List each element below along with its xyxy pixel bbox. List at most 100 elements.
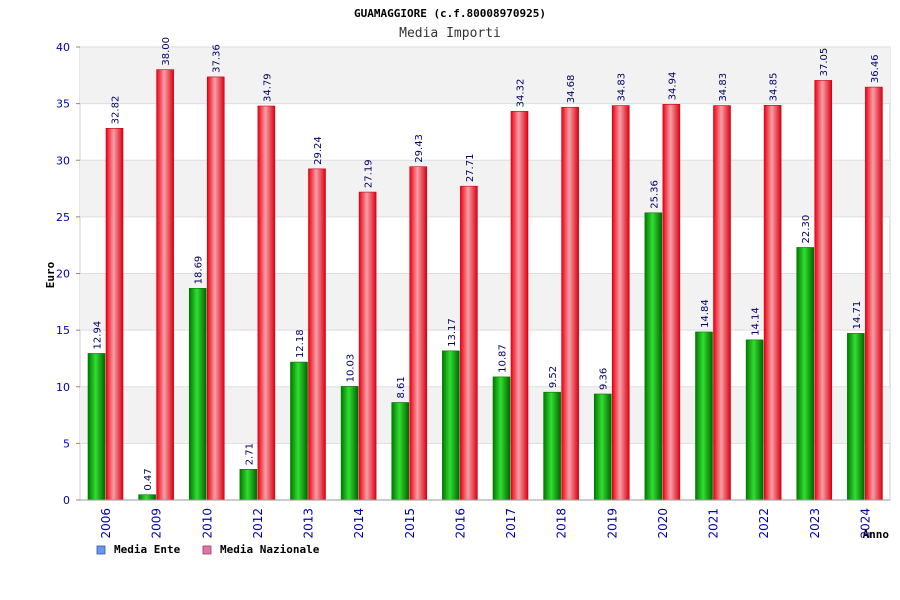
bar-media-nazionale-2022 xyxy=(763,105,782,501)
bar-media-nazionale-2013 xyxy=(308,168,326,501)
bar-media-ente-2024 xyxy=(847,333,865,501)
legend-swatch-media-ente xyxy=(96,545,106,555)
bar-media-ente-2022 xyxy=(745,339,764,501)
bar-media-ente-2010 xyxy=(188,288,207,501)
bar-media-nazionale-2016 xyxy=(460,185,478,501)
data-label: 25.36 xyxy=(649,180,660,209)
x-axis-label: Anno xyxy=(863,528,890,541)
data-label: 34.32 xyxy=(516,79,527,108)
data-label: 38.00 xyxy=(161,37,172,66)
bar-media-nazionale-2023 xyxy=(814,80,833,501)
data-label: 34.83 xyxy=(718,73,729,102)
x-tick-label: 2024 xyxy=(858,508,872,539)
bar-media-ente-2017 xyxy=(492,376,511,501)
data-label: 10.87 xyxy=(498,344,509,373)
bar-media-nazionale-2015 xyxy=(409,166,428,501)
x-tick-label: 2012 xyxy=(251,508,265,539)
y-axis-label: Euro xyxy=(44,261,57,288)
y-tick-label: 20 xyxy=(56,268,70,281)
bar-media-ente-2009 xyxy=(138,494,156,501)
bar-media-nazionale-2010 xyxy=(206,76,225,501)
x-tick-label: 2021 xyxy=(707,508,721,539)
data-label: 27.71 xyxy=(465,154,476,183)
bar-media-ente-2014 xyxy=(340,386,359,501)
data-label: 34.94 xyxy=(667,72,678,101)
x-tick-label: 2022 xyxy=(757,508,771,539)
x-axis-ticks: 2006 2009 2010 2012 2013 2014 2015 2016 2017 2018… xyxy=(80,499,890,539)
y-tick-label: 30 xyxy=(56,154,70,167)
y-tick-label: 25 xyxy=(56,211,70,224)
x-tick-label: 2018 xyxy=(555,508,569,539)
data-label: 37.36 xyxy=(212,44,223,73)
y-tick-label: 5 xyxy=(63,437,70,450)
bar-media-ente-2015 xyxy=(391,402,410,501)
chart-subtitle: Media Importi xyxy=(399,26,501,41)
data-label: 10.03 xyxy=(346,354,357,383)
data-label: 0.47 xyxy=(143,468,154,490)
bars xyxy=(87,69,883,501)
bar-media-nazionale-2018 xyxy=(561,106,579,501)
bar-media-ente-2013 xyxy=(290,361,308,501)
data-label: 12.94 xyxy=(93,321,104,350)
y-tick-label: 40 xyxy=(56,41,70,54)
data-label: 14.84 xyxy=(700,299,711,328)
data-label: 34.68 xyxy=(566,75,577,104)
data-label: 9.36 xyxy=(599,368,610,390)
data-label: 14.14 xyxy=(751,307,762,336)
data-label: 29.43 xyxy=(414,134,425,163)
data-labels: 12.94 32.82 0.47 38.00 18.69 37.36 2.71 34.79 12… xyxy=(93,37,881,491)
data-label: 34.83 xyxy=(617,73,628,102)
x-tick-label: 2020 xyxy=(656,508,670,539)
x-tick-label: 2010 xyxy=(200,508,214,539)
data-label: 9.52 xyxy=(548,366,559,388)
data-label: 27.19 xyxy=(364,159,375,188)
bar-media-nazionale-2009 xyxy=(156,69,174,501)
bar-media-ente-2023 xyxy=(796,247,815,501)
bar-media-nazionale-2014 xyxy=(358,191,377,501)
legend-label-media-ente: Media Ente xyxy=(114,543,181,556)
y-tick-label: 10 xyxy=(56,381,70,394)
bar-media-nazionale-2017 xyxy=(510,111,529,501)
bar-media-nazionale-2006 xyxy=(105,128,124,501)
data-label: 12.18 xyxy=(295,329,306,358)
data-label: 36.46 xyxy=(870,54,881,83)
data-label: 14.71 xyxy=(852,301,863,330)
bar-media-ente-2012 xyxy=(239,469,258,501)
bar-media-ente-2006 xyxy=(87,353,106,501)
bar-media-nazionale-2012 xyxy=(257,105,276,501)
bar-media-nazionale-2024 xyxy=(865,86,883,501)
x-tick-label: 2009 xyxy=(150,508,164,539)
legend: Media Ente Media Nazionale xyxy=(96,543,320,556)
bar-media-ente-2018 xyxy=(543,391,561,501)
x-tick-label: 2015 xyxy=(403,508,417,539)
data-label: 2.71 xyxy=(244,443,255,465)
bar-media-ente-2019 xyxy=(593,393,612,501)
bar-media-nazionale-2021 xyxy=(713,105,731,501)
chart-title: GUAMAGGIORE (c.f.80008970925) xyxy=(354,7,546,20)
x-tick-label: 2006 xyxy=(99,508,113,539)
data-label: 22.30 xyxy=(801,215,812,244)
data-label: 13.17 xyxy=(447,318,458,347)
legend-swatch-media-nazionale xyxy=(202,545,212,555)
legend-label-media-nazionale: Media Nazionale xyxy=(220,543,320,556)
y-tick-label: 35 xyxy=(56,98,70,111)
data-label: 8.61 xyxy=(396,376,407,398)
bar-media-ente-2016 xyxy=(442,350,460,501)
data-label: 37.05 xyxy=(819,48,830,77)
data-label: 18.69 xyxy=(194,256,205,285)
y-tick-label: 0 xyxy=(63,494,70,507)
y-axis-ticks: 0 5 10 15 20 25 30 35 40 xyxy=(56,41,80,507)
x-tick-label: 2017 xyxy=(504,508,518,539)
data-label: 34.85 xyxy=(769,73,780,102)
x-tick-label: 2014 xyxy=(352,508,366,539)
bar-media-ente-2021 xyxy=(695,331,713,501)
y-tick-label: 15 xyxy=(56,324,70,337)
bar-media-ente-2020 xyxy=(644,212,663,501)
x-tick-label: 2013 xyxy=(302,508,316,539)
x-tick-label: 2016 xyxy=(453,508,467,539)
x-tick-label: 2023 xyxy=(808,508,822,539)
data-label: 34.79 xyxy=(262,73,273,102)
data-label: 32.82 xyxy=(111,96,122,125)
data-label: 29.24 xyxy=(313,136,324,165)
